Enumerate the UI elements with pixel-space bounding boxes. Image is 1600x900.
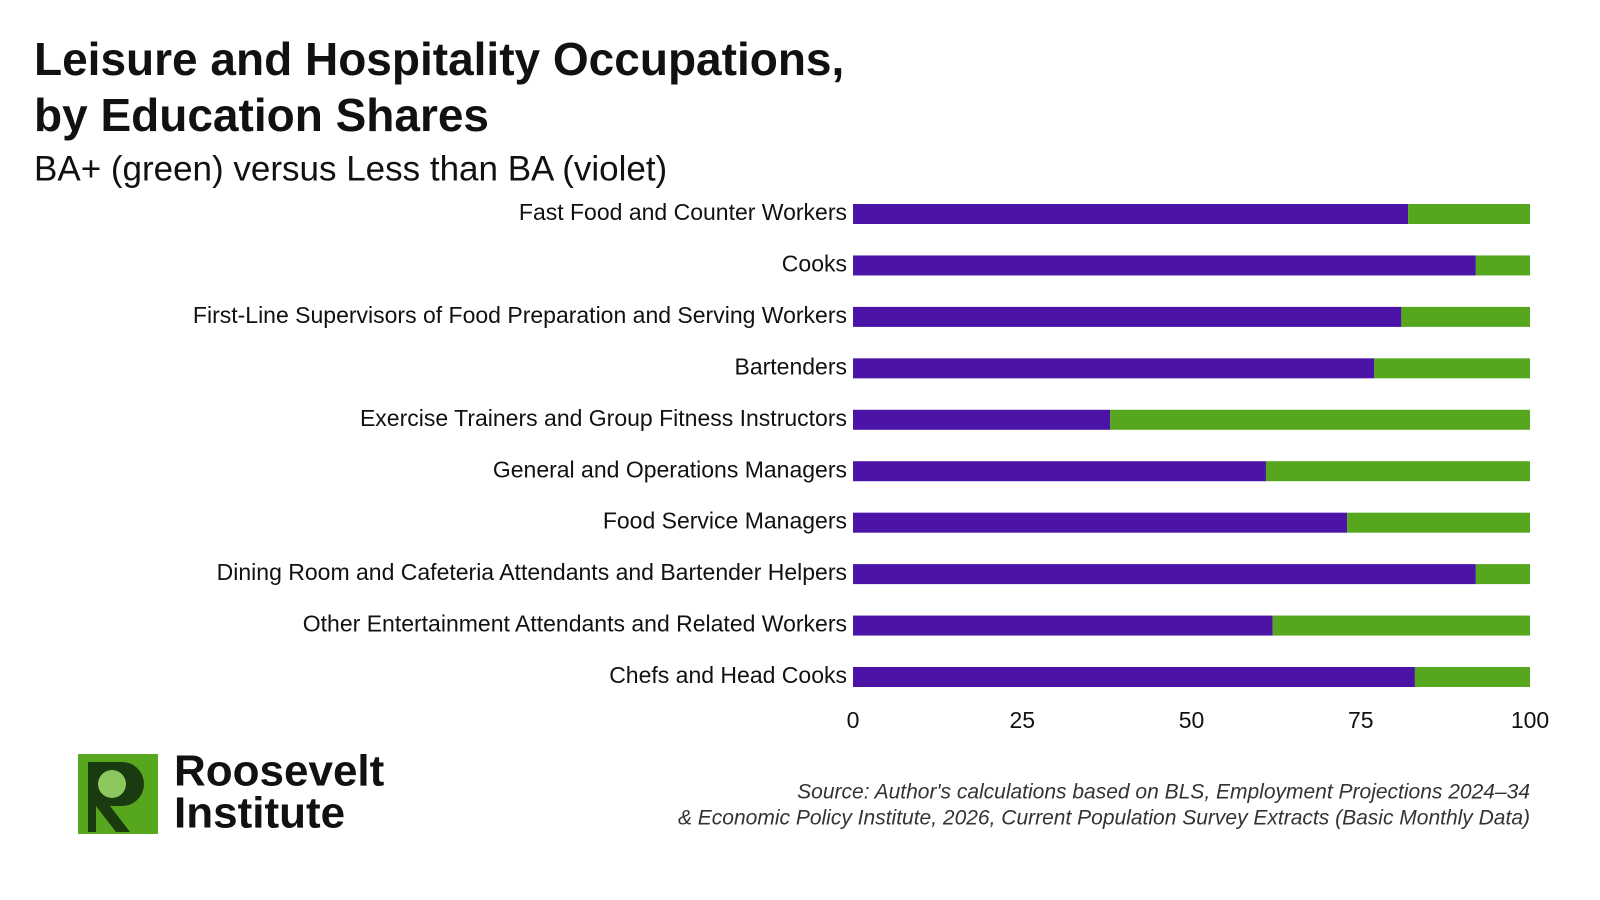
bar-segment xyxy=(1475,564,1530,585)
y-tick-label: First-Line Supervisors of Food Preparati… xyxy=(193,302,847,328)
bar-segment xyxy=(853,461,1266,482)
y-tick-label: Fast Food and Counter Workers xyxy=(519,199,847,225)
bar-segment xyxy=(853,615,1273,636)
logo-text: Institute xyxy=(174,789,345,838)
y-tick-label: Dining Room and Cafeteria Attendants and… xyxy=(217,559,847,585)
bar-segment xyxy=(853,358,1375,379)
source-note: & Economic Policy Institute, 2026, Curre… xyxy=(678,807,1530,830)
bar-segment xyxy=(853,512,1348,533)
y-tick-label: Chefs and Head Cooks xyxy=(609,662,847,688)
y-tick-label: Bartenders xyxy=(734,353,847,379)
y-tick-label: Exercise Trainers and Group Fitness Inst… xyxy=(360,405,847,431)
bar-segment xyxy=(1347,512,1530,533)
bar-segment xyxy=(853,255,1476,276)
bar-segment xyxy=(853,667,1415,687)
bar-segment xyxy=(853,306,1402,327)
chart-title: by Education Shares xyxy=(34,89,489,141)
y-tick-label: General and Operations Managers xyxy=(493,456,847,482)
x-tick-label: 50 xyxy=(1179,707,1205,733)
y-tick-label: Other Entertainment Attendants and Relat… xyxy=(303,611,847,637)
bar-segment xyxy=(1272,615,1530,636)
y-tick-label: Cooks xyxy=(782,251,847,277)
chart-title: Leisure and Hospitality Occupations, xyxy=(34,33,844,85)
chart-subtitle: BA+ (green) versus Less than BA (violet) xyxy=(34,149,667,188)
logo-shape xyxy=(98,770,126,798)
bar-segment xyxy=(1110,409,1530,430)
bar-segment xyxy=(853,204,1409,224)
y-tick-label: Food Service Managers xyxy=(603,508,847,534)
bar-segment xyxy=(853,409,1111,430)
source-note: Source: Author's calculations based on B… xyxy=(797,781,1530,804)
x-tick-label: 25 xyxy=(1009,707,1035,733)
x-tick-label: 100 xyxy=(1511,707,1549,733)
bar-segment xyxy=(1374,358,1530,379)
x-tick-label: 75 xyxy=(1348,707,1374,733)
logo-text: Roosevelt xyxy=(174,747,385,796)
bar-segment xyxy=(1265,461,1530,482)
logo: Roosevelt Institute xyxy=(78,747,385,838)
bar-segment xyxy=(1408,204,1530,224)
bar-segment xyxy=(1475,255,1530,276)
bar-segment xyxy=(1401,306,1530,327)
bar-segment xyxy=(853,564,1476,585)
x-tick-label: 0 xyxy=(847,707,860,733)
bar-segment xyxy=(1414,667,1530,687)
